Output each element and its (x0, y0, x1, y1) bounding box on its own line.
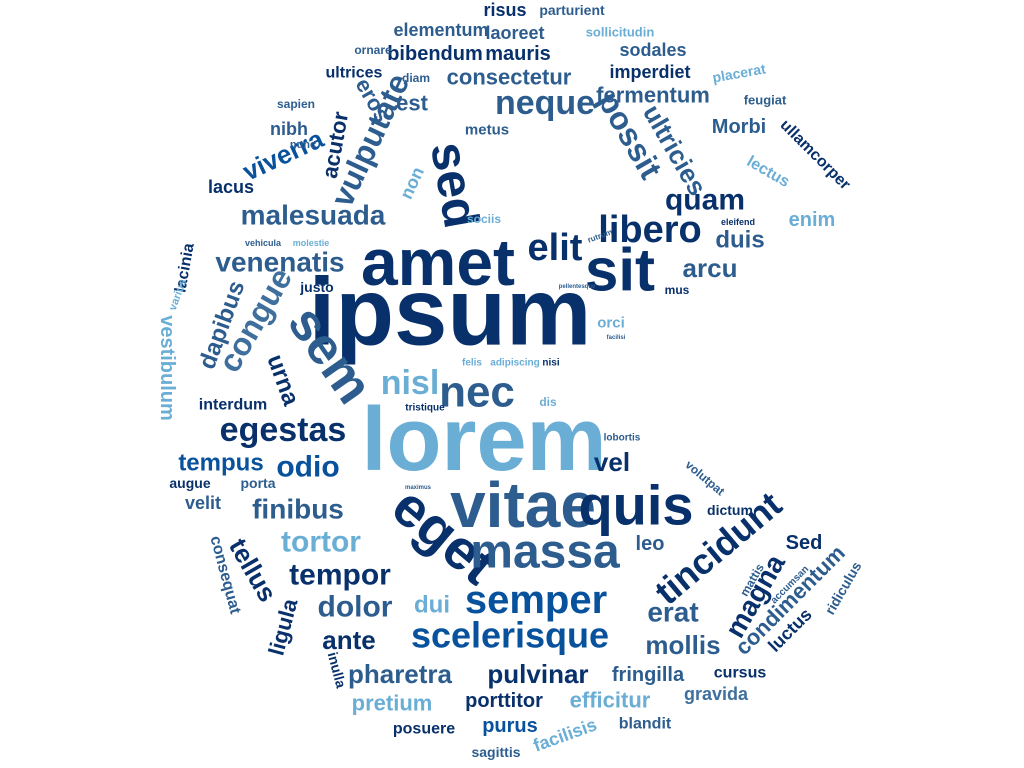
word-pulvinar: pulvinar (487, 659, 588, 689)
word-pellentesque: pellentesque (559, 284, 596, 290)
word-tristique: tristique (405, 403, 445, 414)
word-parturient: parturient (539, 2, 605, 18)
word-fermentum: fermentum (596, 83, 710, 108)
word-vel: vel (594, 447, 630, 477)
word-neque: neque (495, 84, 595, 122)
word-quam: quam (665, 184, 745, 217)
word-sollicitudin: sollicitudin (586, 25, 655, 40)
word-nunc: nunc (290, 139, 316, 151)
word-inulla: inulla (325, 650, 350, 690)
word-ligula: ligula (263, 595, 302, 658)
word-risus: risus (483, 0, 526, 20)
word-amet: amet (361, 225, 515, 299)
word-nisl: nisl (381, 364, 440, 402)
word-pharetra: pharetra (348, 659, 453, 689)
word-sociis: sociis (467, 212, 501, 226)
word-laoreet: laoreet (485, 23, 544, 43)
word-imperdiet: imperdiet (609, 62, 690, 82)
word-varius: varius (167, 278, 189, 313)
word-elementum: elementum (393, 20, 488, 40)
word-sapien: sapien (277, 97, 315, 111)
word-justo: justo (299, 279, 333, 295)
word-quis: quis (578, 474, 693, 537)
word-efficitur: efficitur (570, 688, 651, 713)
word-mollis: mollis (645, 630, 720, 660)
word-erat: erat (647, 597, 698, 628)
word-odio: odio (276, 451, 339, 484)
word-mauris: mauris (485, 43, 551, 65)
word-ultrices: ultrices (326, 65, 383, 82)
word-augue: augue (169, 475, 210, 491)
word-eleifend: eleifend (721, 217, 755, 227)
word-est: est (396, 91, 428, 116)
word-porttitor: porttitor (465, 690, 543, 712)
word-libero: libero (598, 209, 701, 251)
word-velit: velit (185, 493, 221, 513)
word-lectus: lectus (744, 153, 793, 191)
word-gravida: gravida (684, 684, 749, 704)
word-arcu: arcu (683, 253, 738, 283)
word-egestas: egestas (220, 411, 347, 449)
word-purus: purus (482, 715, 538, 737)
word-placerat: placerat (711, 60, 767, 85)
word-molestie: molestie (293, 238, 330, 248)
word-sodales: sodales (619, 40, 686, 60)
word-elit: elit (528, 227, 583, 269)
word-vehicula: vehicula (245, 238, 282, 248)
word-dolor: dolor (318, 591, 393, 624)
word-fringilla: fringilla (612, 664, 685, 686)
word-ipsum: ipsum (309, 259, 592, 366)
word-lobortis: lobortis (604, 433, 641, 444)
word-metus: metus (465, 122, 509, 139)
word-posuere: posuere (393, 721, 455, 738)
word-vestibulum: vestibulum (156, 315, 178, 421)
word-dictum: dictum (707, 502, 753, 518)
word-nibh: nibh (270, 119, 308, 139)
word-facilisi: facilisi (607, 335, 626, 341)
word-bibendum: bibendum (387, 43, 483, 65)
word-felis: felis (462, 358, 482, 369)
word-lorem: lorem (361, 390, 606, 490)
word-semper: semper (465, 578, 607, 622)
word-porta: porta (241, 475, 276, 491)
word-mus: mus (665, 283, 690, 297)
word-orci: orci (597, 315, 625, 332)
word-feugiat: feugiat (744, 93, 787, 108)
word-interdum: interdum (199, 397, 267, 414)
word-nec: nec (439, 368, 515, 417)
word-dui: dui (414, 592, 450, 619)
word-morbi: Morbi (712, 116, 766, 138)
word-adipiscing: adipiscing (490, 358, 539, 369)
word-tortor: tortor (281, 526, 361, 559)
word-vitae: vitae (450, 469, 596, 541)
word-blandit: blandit (619, 716, 672, 733)
word-cursus: cursus (714, 665, 767, 682)
word-sit: sit (585, 237, 655, 304)
word-diam: diam (402, 71, 430, 85)
word-maximus: maximus (405, 485, 432, 491)
word-tempor: tempor (289, 559, 391, 592)
word-venenatis: venenatis (215, 247, 344, 278)
word-leo: leo (636, 533, 665, 555)
word-facilisis: facilisis (531, 714, 600, 755)
word-dis: dis (539, 395, 557, 409)
word-duis: duis (715, 227, 764, 254)
word-finibus: finibus (252, 494, 344, 525)
word-malesuada: malesuada (241, 200, 386, 231)
word-consectetur: consectetur (447, 65, 572, 90)
word-ornare: ornare (354, 43, 392, 57)
word-massa: massa (470, 526, 620, 579)
word-sed: Sed (786, 532, 823, 554)
word-non: non (396, 164, 428, 202)
word-nisi: nisi (542, 358, 559, 369)
word-enim: enim (789, 209, 836, 231)
word-lacus: lacus (208, 177, 254, 197)
word-tempus: tempus (178, 450, 263, 477)
word-scelerisque: scelerisque (411, 615, 609, 656)
word-sagittis: sagittis (471, 744, 520, 760)
word-pretium: pretium (352, 691, 433, 716)
word-ante: ante (322, 625, 375, 655)
